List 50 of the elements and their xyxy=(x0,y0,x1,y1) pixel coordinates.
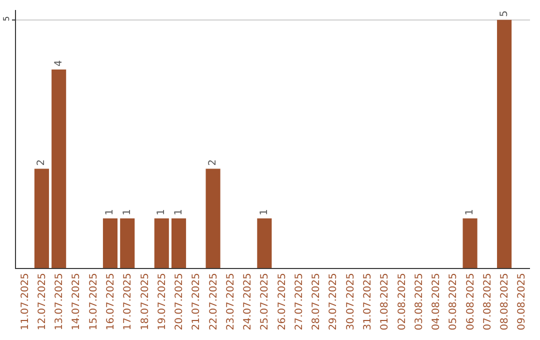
bar xyxy=(52,70,66,268)
bar xyxy=(497,20,512,268)
x-tick-label: 17.07.2025 xyxy=(122,273,134,330)
data-label: 2 xyxy=(208,159,219,166)
x-tick-label: 25.07.2025 xyxy=(260,273,271,330)
bar xyxy=(171,218,186,268)
bar xyxy=(120,218,135,268)
data-label: 5 xyxy=(498,10,510,17)
bar xyxy=(462,218,478,268)
data-label: 1 xyxy=(122,209,133,216)
x-tick-label: 08.08.2025 xyxy=(500,273,511,330)
data-label: 1 xyxy=(173,209,184,216)
data-label: 4 xyxy=(53,60,64,67)
x-tick-label: 20.07.2025 xyxy=(174,273,186,330)
x-tick-label: 28.07.2025 xyxy=(311,273,322,330)
x-tick-label: 03.08.2025 xyxy=(414,273,425,330)
x-tick-label: 27.07.2025 xyxy=(294,273,305,330)
x-tick-label: 26.07.2025 xyxy=(276,273,288,330)
x-tick-label: 02.08.2025 xyxy=(396,273,408,330)
x-tick-label: 23.07.2025 xyxy=(225,273,236,330)
x-tick-label: 04.08.2025 xyxy=(431,273,442,330)
bar xyxy=(154,218,169,268)
x-tick-label: 07.08.2025 xyxy=(482,273,494,330)
data-label: 1 xyxy=(464,209,476,216)
x-tick-label: 22.07.2025 xyxy=(208,273,220,330)
x-tick-label: 15.07.2025 xyxy=(88,273,100,330)
bar xyxy=(257,218,272,268)
x-tick-label: 13.07.2025 xyxy=(54,273,66,330)
x-tick-label: 30.07.2025 xyxy=(345,273,356,330)
x-tick-label: 01.08.2025 xyxy=(380,273,391,330)
x-tick-label: 31.07.2025 xyxy=(362,273,374,330)
x-tick-label: 18.07.2025 xyxy=(140,273,151,330)
bar xyxy=(34,168,49,268)
x-tick-label: 19.07.2025 xyxy=(156,273,168,330)
data-label: 1 xyxy=(258,209,270,216)
data-label: 1 xyxy=(104,209,116,216)
x-tick-label: 24.07.2025 xyxy=(242,273,254,330)
x-tick-label: 11.07.2025 xyxy=(20,273,31,330)
bar xyxy=(102,218,118,268)
bar xyxy=(206,168,220,268)
x-tick-label: 21.07.2025 xyxy=(191,273,202,330)
x-tick-label: 06.08.2025 xyxy=(465,273,476,330)
x-tick-label: 09.08.2025 xyxy=(516,273,528,330)
x-tick-label: 05.08.2025 xyxy=(448,273,460,330)
data-label: 2 xyxy=(36,159,48,166)
x-tick-label: 16.07.2025 xyxy=(105,273,116,330)
x-tick-label: 14.07.2025 xyxy=(71,273,82,330)
x-tick-label: 29.07.2025 xyxy=(328,273,340,330)
data-label: 1 xyxy=(156,209,168,216)
x-tick-label: 12.07.2025 xyxy=(36,273,48,330)
